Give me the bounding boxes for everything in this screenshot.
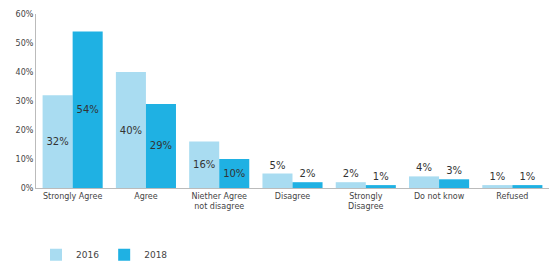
- svg-text:40%: 40%: [16, 68, 34, 77]
- svg-text:29%: 29%: [150, 140, 172, 151]
- svg-text:3%: 3%: [446, 165, 462, 176]
- svg-text:32%: 32%: [47, 136, 69, 147]
- svg-text:Refused: Refused: [496, 192, 528, 201]
- svg-text:Niether Agreenot disagree: Niether Agreenot disagree: [191, 192, 247, 211]
- svg-text:4%: 4%: [416, 162, 432, 173]
- svg-text:40%: 40%: [120, 125, 142, 136]
- svg-text:2%: 2%: [343, 168, 359, 179]
- svg-text:10%: 10%: [223, 168, 245, 179]
- svg-text:1%: 1%: [489, 171, 505, 182]
- svg-text:1%: 1%: [519, 171, 535, 182]
- svg-text:54%: 54%: [77, 104, 99, 115]
- svg-text:2%: 2%: [300, 168, 316, 179]
- svg-text:60%: 60%: [16, 10, 34, 19]
- svg-text:2018: 2018: [144, 250, 167, 260]
- svg-text:50%: 50%: [16, 39, 34, 48]
- svg-text:Do not know: Do not know: [414, 192, 465, 201]
- svg-text:Agree: Agree: [134, 192, 158, 201]
- svg-text:10%: 10%: [16, 155, 34, 164]
- svg-text:0%: 0%: [21, 184, 34, 193]
- svg-text:16%: 16%: [193, 159, 215, 170]
- svg-text:30%: 30%: [16, 97, 34, 106]
- svg-text:Strongly Agree: Strongly Agree: [43, 192, 102, 201]
- svg-text:20%: 20%: [16, 126, 34, 135]
- svg-text:Disagree: Disagree: [275, 192, 311, 201]
- svg-text:1%: 1%: [373, 171, 389, 182]
- svg-text:2016: 2016: [76, 250, 99, 260]
- svg-text:5%: 5%: [270, 160, 286, 171]
- svg-text:StronglyDisagree: StronglyDisagree: [348, 192, 384, 211]
